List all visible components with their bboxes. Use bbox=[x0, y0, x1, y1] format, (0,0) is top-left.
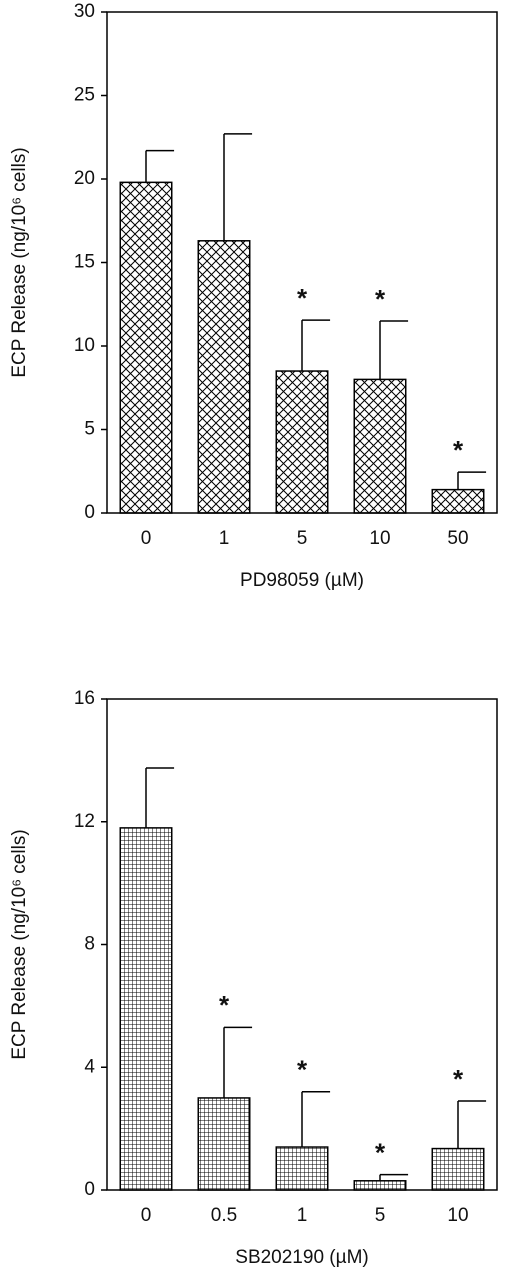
bar bbox=[197, 240, 251, 514]
bar bbox=[431, 488, 485, 514]
bar bbox=[275, 370, 329, 514]
significance-marker: * bbox=[453, 435, 464, 465]
y-tick-label: 8 bbox=[84, 934, 95, 955]
y-tick-label: 30 bbox=[74, 1, 95, 22]
y-tick-label: 0 bbox=[84, 1179, 95, 1200]
x-tick-label: 50 bbox=[447, 528, 468, 549]
y-tick-label: 15 bbox=[74, 252, 95, 273]
bar bbox=[197, 1097, 251, 1191]
y-tick-label: 16 bbox=[74, 688, 95, 709]
x-axis-label: SB202190 (µM) bbox=[235, 1247, 368, 1268]
plot-frame bbox=[106, 11, 498, 514]
y-axis-label: ECP Release (ng/10⁶ cells) bbox=[9, 147, 30, 377]
y-tick-label: 5 bbox=[84, 419, 95, 440]
bar bbox=[431, 1147, 485, 1191]
x-tick-label: 10 bbox=[369, 528, 390, 549]
y-tick-label: 10 bbox=[74, 335, 95, 356]
y-tick-label: 4 bbox=[84, 1056, 95, 1077]
bar bbox=[353, 378, 407, 514]
significance-marker: * bbox=[297, 283, 308, 313]
x-axis-label: PD98059 (µM) bbox=[240, 570, 364, 591]
significance-marker: * bbox=[375, 284, 386, 314]
significance-marker: * bbox=[375, 1138, 386, 1168]
x-tick-label: 5 bbox=[297, 528, 308, 549]
x-tick-label: 1 bbox=[219, 528, 230, 549]
bar bbox=[119, 181, 173, 514]
y-tick-label: 0 bbox=[84, 502, 95, 523]
significance-marker: * bbox=[453, 1064, 464, 1094]
x-tick-label: 0 bbox=[141, 528, 152, 549]
bar bbox=[119, 827, 173, 1191]
y-tick-label: 12 bbox=[74, 811, 95, 832]
significance-marker: * bbox=[297, 1055, 308, 1085]
y-tick-label: 20 bbox=[74, 168, 95, 189]
x-tick-label: 10 bbox=[447, 1205, 468, 1226]
x-tick-label: 1 bbox=[297, 1205, 308, 1226]
x-tick-label: 5 bbox=[375, 1205, 386, 1226]
plot-frame bbox=[106, 698, 498, 1191]
bar bbox=[353, 1180, 407, 1191]
x-tick-label: 0.5 bbox=[211, 1205, 237, 1226]
x-tick-label: 0 bbox=[141, 1205, 152, 1226]
significance-marker: * bbox=[219, 990, 230, 1020]
y-axis-label: ECP Release (ng/10⁶ cells) bbox=[9, 829, 30, 1059]
bar bbox=[275, 1146, 329, 1191]
y-tick-label: 25 bbox=[74, 85, 95, 106]
